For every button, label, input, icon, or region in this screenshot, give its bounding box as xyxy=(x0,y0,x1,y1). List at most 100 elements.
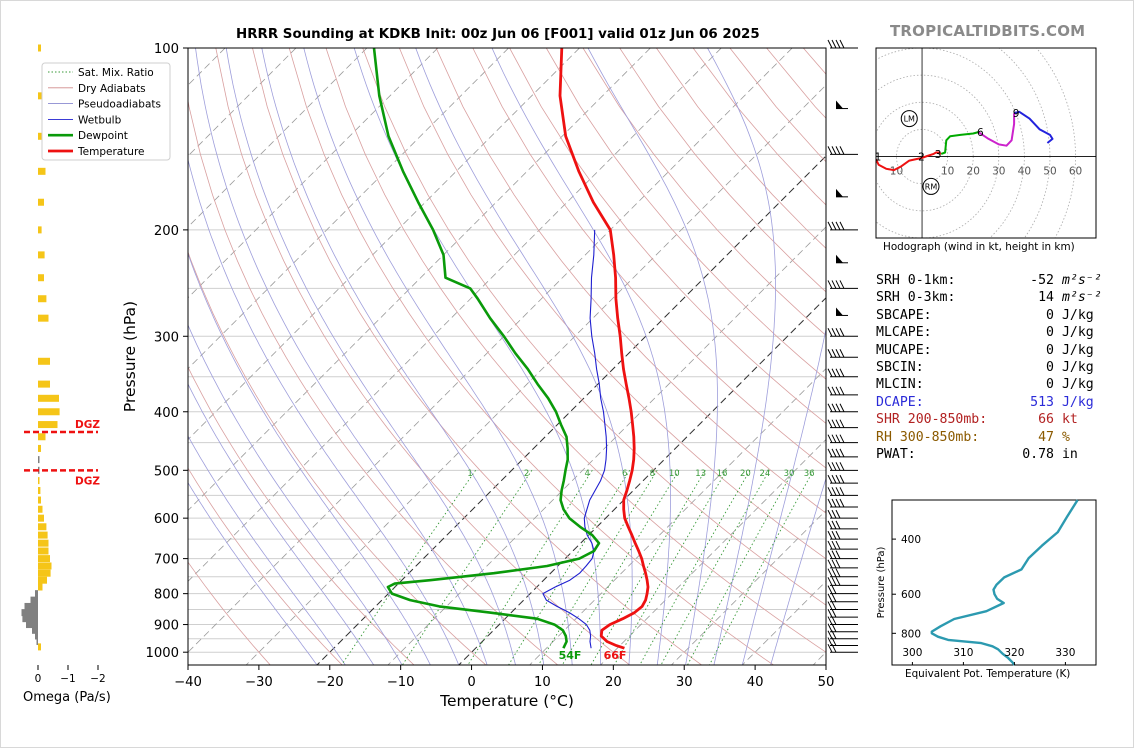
barb-feather xyxy=(827,630,833,639)
mixing-ratio-label: 13 xyxy=(695,469,706,479)
barb-feather xyxy=(831,39,837,49)
skew-t-plot-area xyxy=(188,48,826,665)
moist-adiabat xyxy=(195,48,488,665)
hodograph-height-label: 6 xyxy=(977,127,984,139)
moist-adiabat xyxy=(587,48,718,665)
barb-feather xyxy=(835,509,841,519)
wind-barb xyxy=(827,146,858,155)
wind-barb xyxy=(827,637,858,647)
omega-bar xyxy=(38,251,45,259)
omega-bar xyxy=(38,576,47,584)
wind-barb xyxy=(827,386,858,396)
legend: Sat. Mix. Ratio Dry Adiabats Pseudoadiabat… xyxy=(41,62,171,161)
mixing-ratio-label: 30 xyxy=(784,469,795,479)
x-tick-label: 0 xyxy=(467,675,475,690)
barb-feather xyxy=(827,403,833,412)
mixing-ratio-line xyxy=(660,470,770,665)
barb-feather xyxy=(831,349,837,358)
dry-adiabat xyxy=(545,48,826,380)
omega-bar xyxy=(38,421,58,429)
barb-feather xyxy=(827,540,833,550)
wind-barb xyxy=(827,585,858,595)
parameter-unit: J/kg xyxy=(1054,342,1094,358)
parameter-value: -52 xyxy=(1030,273,1054,288)
barb-feather xyxy=(839,146,845,155)
barb-feather xyxy=(839,474,845,484)
parameter-table: SRH 0-1km: -52 m²s⁻² SRH 0-3km: 14 m²s⁻² SBC… xyxy=(876,272,1102,463)
dry-adiabat xyxy=(509,48,826,424)
parameter-row: SRH 0-3km: 14 m²s⁻² xyxy=(876,289,1102,306)
hodograph-ring-label: 10 xyxy=(890,166,903,178)
isotherm xyxy=(529,368,826,665)
barb-feather xyxy=(835,146,841,155)
omega-bar xyxy=(38,555,50,563)
omega-bar xyxy=(38,583,43,591)
mixing-ratio-label: 16 xyxy=(717,469,728,479)
wind-barb xyxy=(836,188,848,198)
hodograph-trace xyxy=(876,151,942,172)
barb-feather xyxy=(835,280,841,289)
wind-barb xyxy=(836,254,848,264)
moist-adiabat xyxy=(188,383,375,665)
hodograph-panel: 10 20 30 40 50 60 10 1 2 3 6 9 LM RM xyxy=(875,47,1097,239)
y-tick-label: 900 xyxy=(154,619,179,634)
barb-feather xyxy=(827,498,833,508)
theta-e-panel: 300 310 320 330 400 600 800 Pressure (hPa) xyxy=(876,499,1097,666)
barb-feather xyxy=(827,39,833,49)
hodograph-caption: Hodograph (wind in kt, height in km) xyxy=(883,241,1075,253)
omega-bar xyxy=(38,444,41,452)
parameter-row: RH 300-850mb: 47 % xyxy=(876,429,1102,446)
barb-feather xyxy=(831,498,837,508)
omega-bar xyxy=(26,621,38,629)
omega-axis-label: Omega (Pa/s) xyxy=(23,690,111,705)
omega-bar xyxy=(38,643,41,651)
theta-x-tick-label: 300 xyxy=(902,647,922,659)
storm-motion-label: RM xyxy=(925,182,938,191)
parameter-label: SRH 0-3km: xyxy=(876,290,956,306)
barb-feather xyxy=(839,498,845,508)
barb-feather xyxy=(831,509,837,519)
omega-bar xyxy=(38,547,49,555)
barb-feather xyxy=(827,368,833,377)
dry-adiabat xyxy=(288,48,774,665)
omega-bar xyxy=(38,314,49,322)
hodograph-area: 10 20 30 40 50 60 10 1 2 3 6 9 LM RM xyxy=(876,48,1096,238)
wind-barb xyxy=(827,559,858,569)
omega-bar xyxy=(38,44,41,52)
moist-adiabat xyxy=(770,476,826,665)
theta-y-tick-label: 800 xyxy=(901,628,921,640)
wind-barb xyxy=(827,403,858,413)
parameter-unit: kt xyxy=(1054,412,1078,428)
parameter-row: SHR 200-850mb: 66 kt xyxy=(876,411,1102,428)
barb-feather xyxy=(839,462,845,471)
mixing-ratio-label: 24 xyxy=(759,469,770,479)
barb-feather xyxy=(827,568,833,577)
omega-bar xyxy=(38,523,47,531)
mixing-ratio-line xyxy=(687,470,794,665)
parameter-value: 0 xyxy=(1046,377,1054,393)
moist-adiabat xyxy=(188,158,460,665)
barb-feather xyxy=(827,487,833,496)
hodograph-trace xyxy=(940,131,979,155)
mixing-ratio-label: 10 xyxy=(669,469,680,479)
barb-feather xyxy=(827,419,833,428)
wind-barb xyxy=(827,630,858,640)
barb-feather xyxy=(827,623,833,632)
hodograph-height-label: 9 xyxy=(1013,108,1020,120)
parameter-label: SBCIN: xyxy=(876,360,924,376)
hodograph-ring-label: 50 xyxy=(1043,166,1056,178)
mixing-ratio-line xyxy=(402,470,533,665)
barb-feather xyxy=(831,577,837,586)
barb-flag xyxy=(836,188,843,197)
omega-bar xyxy=(38,514,44,522)
wind-barb xyxy=(827,419,858,429)
x-tick-label: 10 xyxy=(534,675,551,690)
barb-feather xyxy=(839,434,845,443)
wind-barb xyxy=(836,307,848,316)
brand-watermark: TROPICALTIDBITS.COM xyxy=(890,22,1086,40)
barb-feather xyxy=(827,608,833,618)
barb-feather xyxy=(831,474,837,484)
wind-barb xyxy=(827,643,858,653)
barb-feather xyxy=(835,419,841,428)
barb-feather xyxy=(839,280,845,289)
